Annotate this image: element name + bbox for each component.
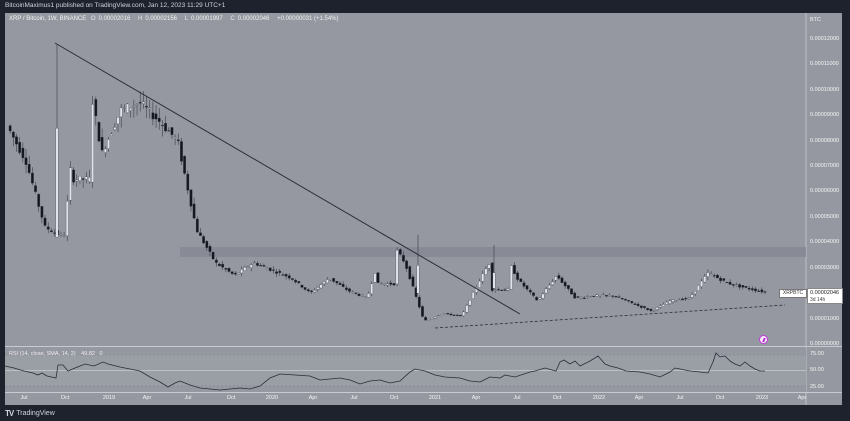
bar-countdown: 3d 14h <box>810 296 826 303</box>
publisher-bar: BitcoinMaximus1 published on TradingView… <box>0 0 850 13</box>
time-label: Jul <box>350 395 358 401</box>
rsi-title[interactable]: RSI (14, close, SMA, 14, 2) <box>9 351 76 357</box>
symbol-price-tag: XRPBTC <box>779 289 807 298</box>
time-label: Jul <box>184 395 192 401</box>
price-tick: 0.00006000 <box>810 188 840 194</box>
low-value: 0.00001997 <box>191 16 223 22</box>
rsi-value: 49.82 <box>81 351 95 357</box>
rsi-legend: RSI (14, close, SMA, 14, 2) 49.82 0 <box>9 351 103 357</box>
time-label: Jul <box>20 395 28 401</box>
tradingview-logo-icon: TV <box>5 409 14 418</box>
time-label: Oct <box>715 395 725 401</box>
close-label: C <box>230 16 235 22</box>
time-label: 2020 <box>265 395 279 401</box>
price-tick: 0.00010000 <box>810 87 840 93</box>
price-tick: 0.00003000 <box>810 265 840 271</box>
ascending-support-line <box>434 304 786 329</box>
low-label: L <box>184 16 189 22</box>
rsi-tick: 25.00 <box>810 384 824 390</box>
time-label: 2022 <box>592 395 606 401</box>
rsi-tick: 75.00 <box>810 351 824 357</box>
price-tick: 0.00007000 <box>810 163 840 169</box>
high-value: 0.00002156 <box>145 16 178 22</box>
candlestick-series <box>8 44 767 321</box>
open-label: O <box>90 16 96 22</box>
flash-icon[interactable] <box>759 335 768 344</box>
time-label: Oct <box>389 395 399 401</box>
time-label: Jul <box>676 395 684 401</box>
last-price-tag: 0.00002046 3d 14h <box>807 288 843 304</box>
resistance-zone <box>180 247 806 257</box>
price-tick: 0.00008000 <box>810 138 840 144</box>
price-tick: 0.00005000 <box>810 214 840 220</box>
rsi-extra-value: 0 <box>99 351 103 357</box>
close-value: 0.00002046 <box>237 16 270 22</box>
price-tick: 0.00009000 <box>810 112 840 118</box>
time-label: Apr <box>797 395 807 401</box>
price-tick: 0.00001000 <box>810 316 840 322</box>
time-label: Oct <box>226 395 236 401</box>
time-label: Apr <box>634 395 644 401</box>
footer-brand[interactable]: TV TradingView <box>5 409 55 418</box>
rsi-line <box>4 352 765 391</box>
symbol-title[interactable]: XRP / Bitcoin, 1W, BINANCE <box>9 16 87 22</box>
last-price-value: 0.00002046 <box>810 290 840 296</box>
time-label: Apr <box>471 395 481 401</box>
symbol-legend: XRP / Bitcoin, 1W, BINANCE O 0.00002016 H… <box>9 16 342 22</box>
high-label: H <box>137 16 143 22</box>
publisher-text: BitcoinMaximus1 published on TradingView… <box>5 2 226 9</box>
time-label: 2019 <box>102 395 116 401</box>
price-tick: 0.00004000 <box>810 239 840 245</box>
time-label: Oct <box>60 395 70 401</box>
time-label: 2023 <box>755 395 769 401</box>
time-label: Jul <box>513 395 521 401</box>
time-label: 2021 <box>428 395 442 401</box>
price-axis-unit: BTC <box>810 17 821 23</box>
rsi-tick: 50.00 <box>810 367 824 373</box>
price-tick: 0.00000000 <box>810 341 840 347</box>
price-tick: 0.00011000 <box>810 61 839 67</box>
open-value: 0.00002016 <box>98 16 131 22</box>
time-label: Oct <box>552 395 562 401</box>
descending-trendline <box>54 42 521 315</box>
price-tick: 0.00012000 <box>810 36 840 42</box>
time-label: Apr <box>142 395 152 401</box>
brand-name: TradingView <box>16 410 55 417</box>
time-label: Apr <box>308 395 318 401</box>
change-value: +0.00000031 (+1.54%) <box>277 16 339 22</box>
